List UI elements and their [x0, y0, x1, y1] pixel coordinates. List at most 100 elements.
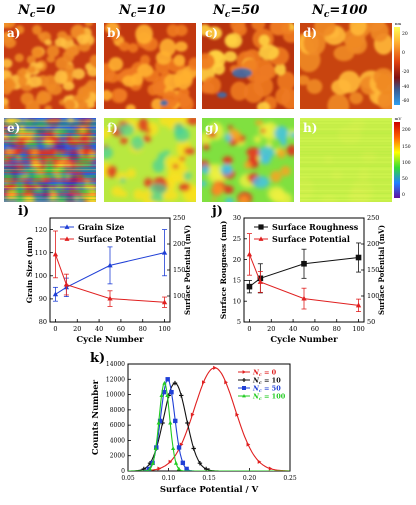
- grain: [44, 105, 53, 109]
- potential-domain: [67, 186, 77, 195]
- potential-domain: [358, 168, 370, 181]
- scan-line: [4, 128, 96, 130]
- data-point: [179, 393, 184, 398]
- scan-line: [300, 142, 392, 144]
- data-point: [168, 420, 173, 425]
- grain: [46, 55, 56, 63]
- grain: [104, 23, 120, 35]
- potential-domain: [92, 175, 96, 182]
- chart-panel-label: i): [18, 204, 29, 219]
- data-point: [258, 236, 264, 241]
- potential-domain: [260, 155, 271, 165]
- y-tick-label: 110: [35, 249, 47, 257]
- x-tick-label: 0.10: [162, 475, 176, 482]
- potential-domain: [4, 165, 11, 173]
- grain: [104, 89, 112, 101]
- scan-line: [300, 152, 392, 154]
- data-point: [173, 460, 179, 465]
- scan-line: [4, 175, 96, 177]
- scan-line: [4, 160, 96, 162]
- grain: [77, 86, 91, 101]
- scan-line: [4, 154, 96, 156]
- potential-domain: [202, 180, 207, 187]
- y-tick-label: 12000: [106, 376, 125, 383]
- grain: [27, 65, 36, 74]
- scan-line: [4, 199, 96, 201]
- data-point: [185, 420, 190, 426]
- potential-domain: [211, 182, 224, 196]
- grain: [270, 23, 291, 36]
- colorbar-top-tick: 0: [402, 50, 405, 56]
- scan-line: [4, 139, 96, 141]
- potential-domain: [30, 159, 42, 169]
- scan-line: [300, 136, 392, 138]
- grain: [300, 75, 310, 86]
- potential-domain: [16, 156, 22, 161]
- y-tick-label: 8000: [110, 407, 125, 414]
- potential-domain: [227, 125, 234, 130]
- legend-label: Nc = 10: [252, 377, 281, 387]
- colorbar-top-tick: -20: [402, 69, 409, 75]
- scan-line: [300, 122, 392, 124]
- x-tick-label: 0.25: [283, 475, 297, 482]
- grain: [349, 92, 363, 105]
- potential-domain: [25, 198, 32, 202]
- scan-line: [4, 185, 96, 187]
- scan-line: [300, 161, 392, 163]
- scan-line: [4, 169, 96, 171]
- grain: [377, 90, 392, 109]
- potential-domain: [118, 123, 135, 136]
- y-tick-label: 2000: [110, 453, 125, 460]
- potential-domain: [119, 137, 128, 145]
- scan-line: [300, 175, 392, 177]
- data-point: [157, 418, 163, 424]
- scan-line: [4, 194, 96, 196]
- potential-domain: [31, 150, 37, 156]
- grain: [202, 24, 211, 36]
- scan-line: [300, 179, 392, 181]
- grain: [62, 81, 75, 91]
- y-tick-label: 10: [233, 297, 241, 305]
- potential-domain: [106, 165, 117, 178]
- scan-line: [4, 200, 96, 202]
- potential-domain: [183, 147, 195, 155]
- scan-line: [4, 146, 96, 148]
- x-tick-label: 20: [73, 325, 81, 333]
- scan-line: [4, 142, 96, 144]
- pit: [217, 92, 227, 98]
- y-tick-label: 14000: [106, 361, 125, 368]
- scan-line: [4, 172, 96, 174]
- x-tick-label: 60: [311, 325, 319, 333]
- scan-line: [300, 124, 392, 126]
- y-tick-label: 90: [39, 295, 47, 303]
- potential-domain: [280, 192, 292, 202]
- y-axis-label: Surface Rougness (nm): [219, 221, 228, 320]
- potential-domain: [290, 131, 294, 139]
- scan-line: [300, 164, 392, 166]
- grain: [164, 73, 182, 90]
- potential-domain: [80, 121, 86, 126]
- scan-line: [4, 167, 96, 169]
- potential-domain: [321, 195, 337, 202]
- scan-line: [4, 133, 96, 135]
- colorbar-top-tick: 20: [402, 31, 408, 37]
- scan-line: [4, 190, 96, 192]
- potential-domain: [239, 195, 249, 202]
- potential-domain: [211, 197, 216, 202]
- potential-domain: [66, 174, 79, 189]
- scan-line: [300, 127, 392, 129]
- potential-domain: [35, 125, 47, 136]
- y-axis-label: Counts Number: [91, 379, 101, 455]
- kpfm-potential-panel: e): [4, 118, 96, 202]
- grain: [4, 58, 13, 69]
- scan-line: [300, 130, 392, 132]
- scan-line: [4, 181, 96, 183]
- scan-line: [300, 137, 392, 139]
- potential-domain: [202, 164, 210, 175]
- grain: [15, 25, 25, 35]
- potential-domain: [178, 182, 191, 192]
- data-point: [64, 224, 70, 229]
- data-point: [52, 291, 59, 297]
- potential-domain: [19, 124, 25, 131]
